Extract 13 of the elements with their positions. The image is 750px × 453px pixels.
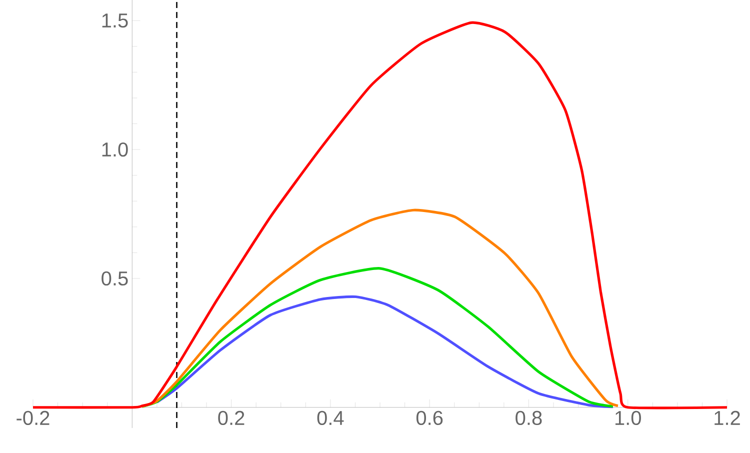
y-tick-label: 0.5 — [102, 271, 128, 286]
x-tick-label: 0.8 — [516, 410, 542, 426]
line-series — [156, 295, 614, 408]
x-tick-label: 0.6 — [416, 410, 443, 426]
x-tick-label: 0.4 — [317, 410, 344, 426]
x-tick-label: -0.2 — [16, 410, 50, 426]
y-tick-label: 1.5 — [102, 14, 128, 28]
line-series — [140, 267, 614, 408]
y-tick-label: 1.0 — [102, 142, 128, 157]
x-tick-label: 1.0 — [615, 410, 641, 426]
x-tick-label: 0.2 — [218, 410, 244, 426]
x-tick-label: 1.2 — [714, 410, 740, 425]
line-series — [140, 208, 620, 408]
